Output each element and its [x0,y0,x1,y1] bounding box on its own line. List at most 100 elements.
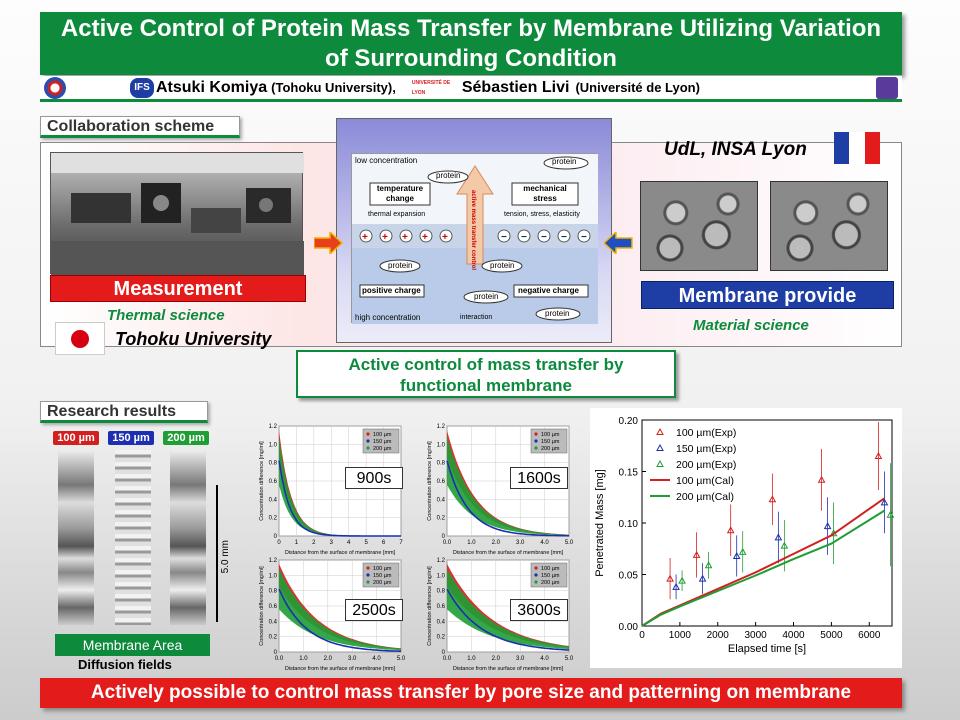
svg-text:−: − [521,232,527,243]
line-150um [446,588,570,651]
y-tick-label: 0.4 [269,497,278,503]
author-1-name: Atsuki Komiya [156,78,268,96]
y-axis-label: Concentration difference [mg/ml] [427,566,433,646]
data-point [880,498,889,506]
x-tick-label: 1 [295,540,299,546]
x-tick-label: 3000 [745,630,768,641]
x-tick-label: 2.0 [492,656,501,662]
legend-marker [534,580,538,584]
penetrated-mass-chart: 0 1000 2000 3000 4000 5000 6000 0.00 0.05 0.10 0.1… [590,408,902,668]
active-control-line-1: Active control of mass transfer by [348,355,624,374]
concentration-chart-1600s: 0.0 1.0 2.0 3.0 4.0 5.0 0 0.2 0.4 0.6 0.8 1.0 1.2 Dis… [427,424,574,556]
line-150um [278,588,402,652]
active-control-line-2: functional membrane [400,376,572,395]
material-science-label: Material science [693,317,809,334]
legend-marker [534,432,538,436]
japan-flag-icon [55,322,105,355]
diagram-thermal-expansion: thermal expansion [368,211,426,218]
legend-label: 100 µm [373,566,392,572]
y-tick-label: 0.6 [269,604,278,610]
y-tick-label: 0.00 [619,622,639,633]
section-collaboration-scheme: Collaboration scheme [40,116,240,138]
x-tick-label: 1000 [669,630,692,641]
data-point [774,533,783,541]
x-tick-label: 5000 [820,630,843,641]
y-axis-label: Concentration difference [mg/ml] [259,441,265,521]
x-tick-label: 5.0 [565,656,574,662]
y-axis-label: Penetrated Mass [mg] [594,469,606,577]
legend-marker [366,439,370,443]
data-point [726,526,735,534]
membrane-sem-image-2 [770,181,888,271]
y-tick-label: 0 [442,650,446,656]
data-point [874,452,883,460]
data-point [823,522,832,530]
x-tick-label: 3 [330,540,334,546]
legend-label: 100 µm(Exp) [676,427,736,439]
udl-insa-lyon-label: UdL, INSA Lyon [664,139,807,160]
data-point [672,582,680,590]
legend-label: 200 µm [541,446,560,452]
svg-text:−: − [541,232,547,243]
y-tick-label: 1.0 [437,442,446,448]
x-tick-label: 4 [347,540,351,546]
diagram-mechanical-stress: mechanical stress [523,184,567,203]
x-tick-label: 2 [312,540,316,546]
x-tick-label: 1.0 [299,656,308,662]
scale-label: 5.0 mm [220,540,231,574]
author-2-affiliation: (Université de Lyon) [575,80,700,95]
x-tick-label: 7 [399,540,403,546]
legend-label: 100 µm(Cal) [676,475,734,487]
legend-marker [366,580,370,584]
y-tick-label: 0.8 [437,461,446,467]
legend-label: 150 µm [373,573,392,579]
y-tick-label: 0.4 [437,497,446,503]
y-tick-label: 0.2 [269,635,278,641]
conclusion-banner: Actively possible to control mass transf… [40,678,902,708]
legend-marker [534,439,538,443]
x-tick-label: 0.0 [443,656,452,662]
pill-150um: 150 µm [108,431,154,445]
diagram-positive-charge: positive charge [362,286,421,295]
x-tick-label: 6 [382,540,386,546]
legend-label: 200 µm(Exp) [676,459,736,471]
y-tick-label: 1.2 [437,424,446,430]
series-line [641,509,885,627]
y-tick-label: 0.6 [437,604,446,610]
legend-label: 200 µm [373,580,392,586]
y-tick-label: 0.6 [437,479,446,485]
diffusion-field-200um [170,450,206,625]
x-tick-label: 5.0 [565,540,574,546]
measurement-photo [50,152,304,275]
lyon-logo-icon: UNIVERSITÉ DE LYON [411,79,451,96]
y-axis-label: Concentration difference [mg/ml] [259,566,265,646]
tohoku-university-label: Tohoku University [115,329,272,349]
x-tick-label: 3.0 [348,656,357,662]
y-tick-label: 1.2 [269,424,278,430]
y-tick-label: 0.8 [269,461,278,467]
data-point [704,561,713,569]
band-200um [447,569,569,650]
svg-text:−: − [581,232,587,243]
x-axis-label: Distance from the surface of membrane [m… [285,550,396,556]
data-point [817,475,826,483]
x-tick-label: 2.0 [492,540,501,546]
y-tick-label: 0.20 [619,416,639,427]
x-tick-label: 4000 [782,630,805,641]
membrane-provide-label: Membrane provide [641,281,894,309]
x-axis-label: Elapsed time [s] [728,643,806,655]
x-tick-label: 1.0 [467,656,476,662]
legend-marker [534,566,538,570]
legend-label: 150 µm [373,439,392,445]
diffusion-field-150um [115,450,151,625]
x-tick-label: 5.0 [397,656,406,662]
svg-text:−: − [501,232,507,243]
author-1-affiliation: (Tohoku University), [271,80,396,95]
data-point [780,541,789,549]
legend-label: 200 µm [373,446,392,452]
legend-marker [534,573,538,577]
legend-label: 200 µm(Cal) [676,491,734,503]
x-tick-label: 2.0 [324,656,333,662]
diagram-interaction: interaction [460,314,493,321]
section-research-results: Research results [40,401,208,423]
